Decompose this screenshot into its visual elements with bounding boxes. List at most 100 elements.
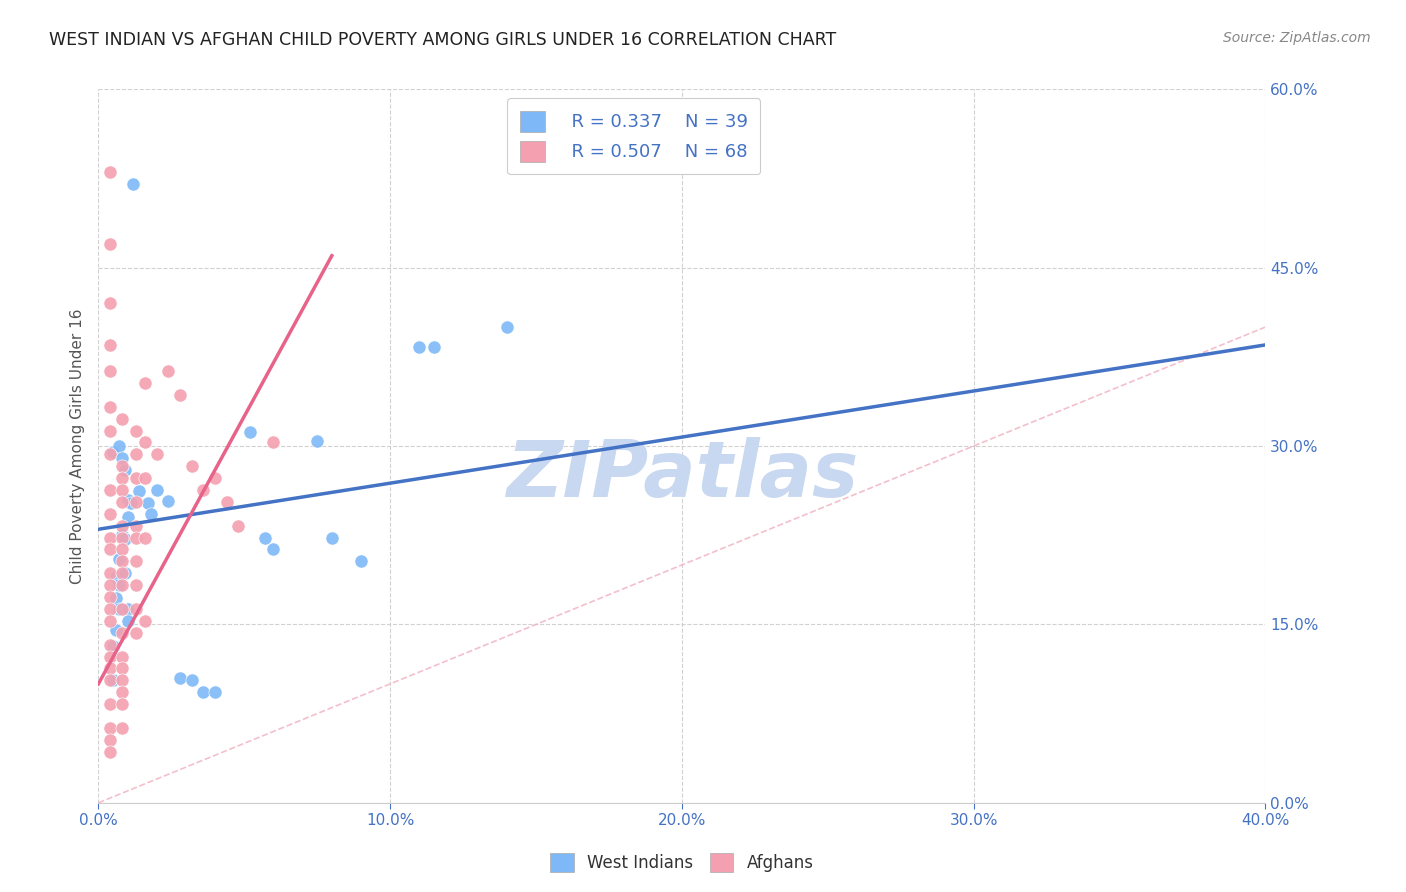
Point (215, 495, 238, 509)
Point (157, 364, 180, 378)
Point (111, 450, 134, 465)
Point (111, 578, 134, 592)
Point (239, 425, 262, 439)
Point (180, 673, 202, 688)
Legend: West Indians, Afghans: West Indians, Afghans (543, 844, 821, 880)
Point (111, 554, 134, 568)
Point (111, 528, 134, 542)
Point (204, 685, 226, 699)
Point (134, 435, 156, 450)
Point (495, 320, 517, 334)
Point (104, 624, 127, 638)
Point (125, 578, 148, 592)
Point (408, 340, 430, 354)
Point (262, 542, 284, 557)
Point (98, 638, 121, 652)
Point (136, 496, 159, 510)
Point (98, 590, 121, 604)
Point (98, 400, 121, 414)
Point (134, 614, 156, 628)
Point (108, 439, 131, 453)
Text: Source: ZipAtlas.com: Source: ZipAtlas.com (1223, 31, 1371, 45)
Point (98, 602, 121, 616)
Point (98, 697, 121, 711)
Point (98, 578, 121, 592)
Point (98, 721, 121, 735)
Point (101, 673, 124, 688)
Point (98, 236, 121, 251)
Point (146, 447, 169, 461)
Point (117, 614, 139, 628)
Point (423, 340, 446, 354)
Point (111, 673, 134, 688)
Point (98, 649, 121, 664)
Point (114, 532, 136, 546)
Point (111, 542, 134, 557)
Point (114, 566, 136, 581)
Text: WEST INDIAN VS AFGHAN CHILD POVERTY AMONG GIRLS UNDER 16 CORRELATION CHART: WEST INDIAN VS AFGHAN CHILD POVERTY AMON… (49, 31, 837, 49)
Point (350, 554, 373, 568)
Point (111, 697, 134, 711)
Point (134, 531, 156, 545)
Point (125, 518, 148, 533)
Point (111, 483, 134, 497)
Point (98, 338, 121, 352)
Point (111, 471, 134, 485)
Point (98, 732, 121, 747)
Point (125, 554, 148, 568)
Point (98, 673, 121, 688)
Point (117, 492, 139, 507)
Point (98, 531, 121, 545)
Point (193, 483, 215, 497)
Point (128, 484, 150, 499)
Point (101, 445, 124, 459)
Text: ZIPatlas: ZIPatlas (506, 436, 858, 513)
Point (98, 483, 121, 497)
Point (204, 471, 226, 485)
Point (108, 602, 131, 616)
Point (125, 531, 148, 545)
Point (98, 165, 121, 179)
Point (111, 566, 134, 581)
Point (114, 463, 136, 477)
Point (125, 447, 148, 461)
Point (98, 424, 121, 438)
Point (111, 602, 134, 616)
Point (98, 566, 121, 581)
Point (101, 639, 124, 653)
Point (111, 649, 134, 664)
Point (98, 614, 121, 628)
Point (134, 471, 156, 485)
Point (104, 591, 127, 606)
Point (139, 507, 162, 521)
Point (111, 518, 134, 533)
Point (193, 685, 215, 699)
Point (134, 376, 156, 390)
Point (108, 578, 131, 592)
Point (169, 388, 191, 402)
Point (111, 531, 134, 545)
Point (125, 602, 148, 616)
Point (98, 364, 121, 378)
Point (125, 424, 148, 438)
Point (108, 552, 131, 566)
Point (111, 495, 134, 509)
Point (157, 493, 180, 508)
Point (117, 510, 139, 524)
Point (125, 495, 148, 509)
Point (117, 602, 139, 616)
Point (98, 542, 121, 557)
Point (228, 518, 250, 533)
Point (146, 483, 169, 497)
Point (98, 296, 121, 310)
Point (111, 411, 134, 425)
Y-axis label: Child Poverty Among Girls Under 16: Child Poverty Among Girls Under 16 (69, 309, 84, 583)
Point (321, 531, 343, 545)
Point (120, 496, 142, 510)
Point (98, 507, 121, 521)
Point (253, 531, 276, 545)
Point (111, 685, 134, 699)
Point (111, 459, 134, 474)
Point (307, 434, 329, 449)
Point (125, 471, 148, 485)
